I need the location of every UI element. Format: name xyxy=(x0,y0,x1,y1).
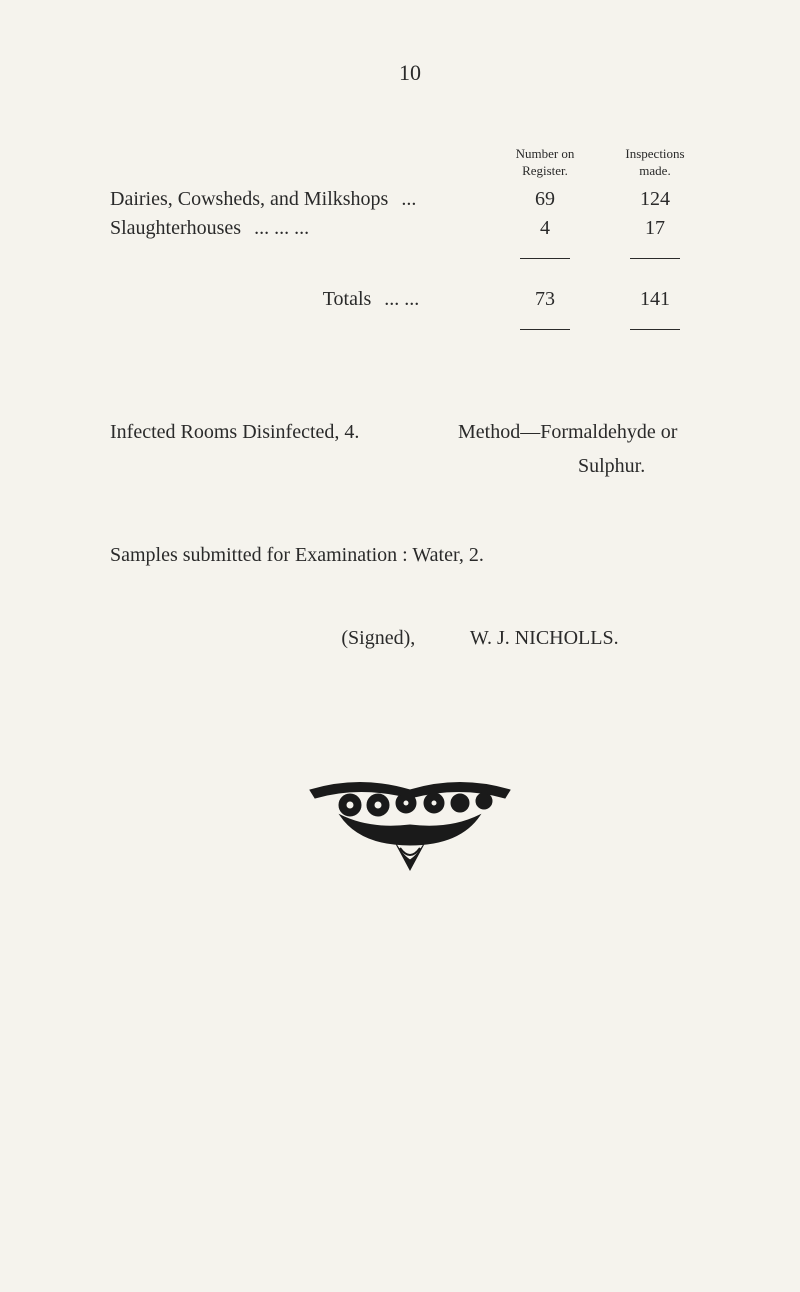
infected-paragraph: Infected Rooms Disinfected, 4. Method—Fo… xyxy=(110,415,710,483)
infected-right-line2: Sulphur. xyxy=(458,449,710,483)
row2-dots: ... ... ... xyxy=(246,217,317,239)
row1-label: Dairies, Cowsheds, and Milkshops xyxy=(110,188,388,210)
totals-val1: 73 xyxy=(490,288,600,311)
rule-cell xyxy=(600,246,710,264)
hrule-icon xyxy=(520,329,570,330)
row2-label: Slaughterhouses xyxy=(110,217,241,239)
totals-label-wrap: Totals ... ... xyxy=(110,288,490,311)
rule-spacer xyxy=(110,317,490,335)
ornament-icon xyxy=(110,770,710,885)
totals-label: Totals xyxy=(323,288,372,310)
infected-right-line1: Method—Formaldehyde or xyxy=(458,415,710,449)
row1-dots: ... xyxy=(393,188,424,210)
rule-cell xyxy=(490,317,600,335)
inspection-table: Number on Register. Inspections made. Da… xyxy=(110,146,710,335)
hrule-icon xyxy=(630,258,680,259)
header-spacer xyxy=(110,146,490,180)
totals-dots: ... ... xyxy=(376,288,427,310)
hrule-icon xyxy=(630,329,680,330)
row-label: Slaughterhouses ... ... ... xyxy=(110,217,490,240)
rule-row-top xyxy=(110,246,710,264)
row1-val2: 124 xyxy=(600,188,710,211)
rule-cell xyxy=(490,246,600,264)
signature-line: (Signed), W. J. NICHOLLS. xyxy=(110,627,710,650)
col1-h-line2: Register. xyxy=(522,163,568,178)
table-row: Dairies, Cowsheds, and Milkshops ... 69 … xyxy=(110,188,710,211)
rule-cell xyxy=(600,317,710,335)
col-header-number: Number on Register. xyxy=(490,146,600,180)
page-number: 10 xyxy=(110,60,710,86)
hrule-icon xyxy=(520,258,570,259)
samples-paragraph: Samples submitted for Examination : Wate… xyxy=(110,538,710,572)
row1-val1: 69 xyxy=(490,188,600,211)
totals-row: Totals ... ... 73 141 xyxy=(110,288,710,311)
infected-left: Infected Rooms Disinfected, 4. xyxy=(110,415,458,483)
col2-h-line2: made. xyxy=(639,163,670,178)
signed-label: (Signed), xyxy=(341,627,415,650)
signed-name: W. J. NICHOLLS. xyxy=(470,627,619,649)
col-header-inspections: Inspections made. xyxy=(600,146,710,180)
row2-val1: 4 xyxy=(490,217,600,240)
col1-h-line1: Number on xyxy=(516,146,575,161)
col2-h-line1: Inspections xyxy=(625,146,684,161)
table-header-row: Number on Register. Inspections made. xyxy=(110,146,710,180)
rule-spacer xyxy=(110,246,490,264)
row-label: Dairies, Cowsheds, and Milkshops ... xyxy=(110,188,490,211)
rule-row-bottom xyxy=(110,317,710,335)
row2-val2: 17 xyxy=(600,217,710,240)
infected-right: Method—Formaldehyde or Sulphur. xyxy=(458,415,710,483)
totals-val2: 141 xyxy=(600,288,710,311)
table-row: Slaughterhouses ... ... ... 4 17 xyxy=(110,217,710,240)
